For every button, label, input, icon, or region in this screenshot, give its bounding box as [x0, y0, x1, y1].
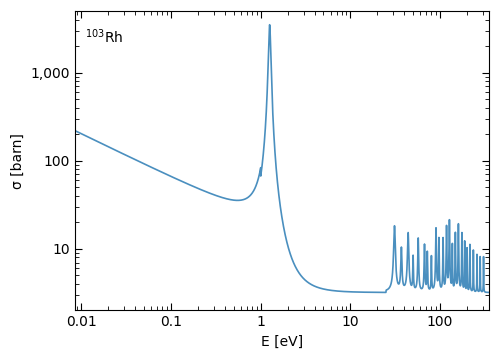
Text: $^{103}$Rh: $^{103}$Rh [85, 27, 124, 45]
X-axis label: E [eV]: E [eV] [261, 335, 303, 349]
Y-axis label: σ [barn]: σ [barn] [11, 133, 25, 189]
